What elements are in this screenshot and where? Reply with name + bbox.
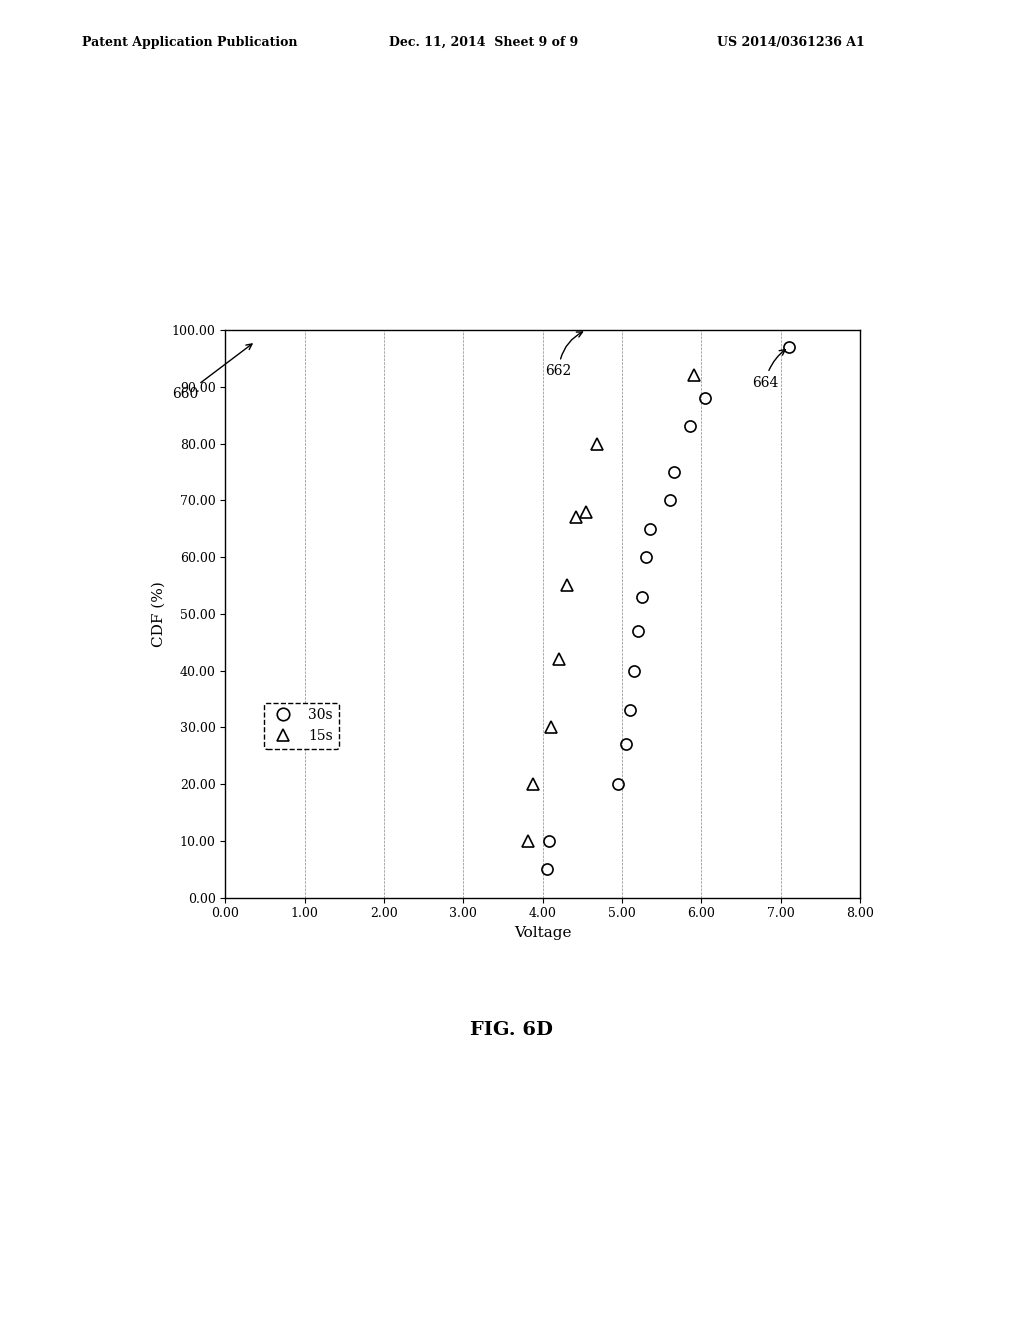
- Text: 664: 664: [752, 350, 785, 389]
- Text: 662: 662: [546, 331, 583, 379]
- Text: US 2014/0361236 A1: US 2014/0361236 A1: [717, 36, 864, 49]
- X-axis label: Voltage: Voltage: [514, 925, 571, 940]
- Legend: 30s, 15s: 30s, 15s: [264, 702, 339, 748]
- Y-axis label: CDF (%): CDF (%): [153, 581, 166, 647]
- Text: FIG. 6D: FIG. 6D: [470, 1020, 554, 1039]
- Text: 660: 660: [172, 345, 252, 401]
- Text: Patent Application Publication: Patent Application Publication: [82, 36, 297, 49]
- Text: Dec. 11, 2014  Sheet 9 of 9: Dec. 11, 2014 Sheet 9 of 9: [389, 36, 579, 49]
